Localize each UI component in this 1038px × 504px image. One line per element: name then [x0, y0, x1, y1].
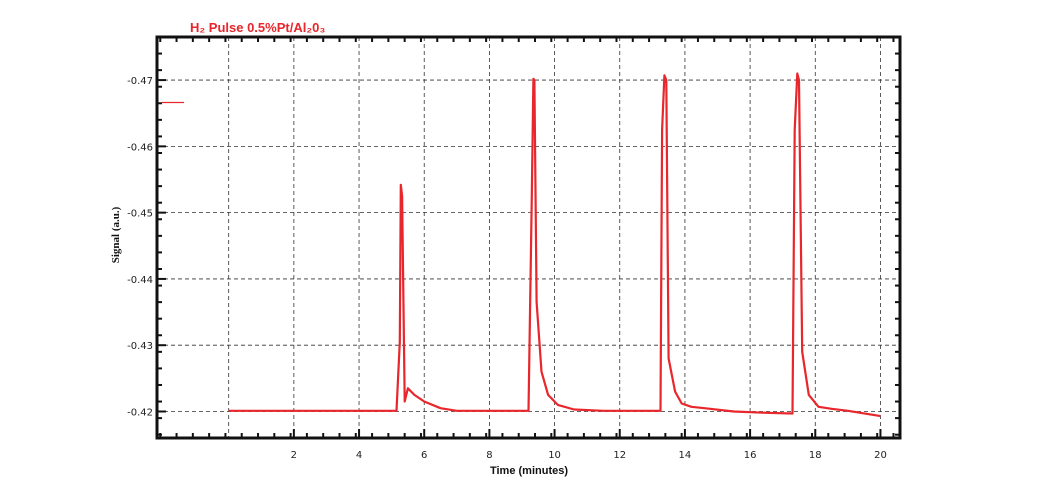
x-tick-label: 10	[548, 450, 561, 461]
x-tick-label: 8	[486, 450, 492, 461]
x-tick-label: 14	[679, 450, 692, 461]
minor-ticks	[157, 37, 900, 438]
x-tick-label: 12	[613, 450, 626, 461]
x-tick-label: 2	[291, 450, 297, 461]
series-group	[228, 72, 881, 418]
y-tick-label: -0.44	[127, 275, 153, 286]
x-tick-label: 6	[421, 450, 427, 461]
y-axis: -0.42 -0.43 -0.44 -0.45 -0.46 -0.47	[127, 76, 166, 418]
y-axis-title: Signal (a.u.)	[110, 206, 122, 263]
plot-border	[155, 35, 902, 440]
y-tick-label: -0.45	[127, 209, 153, 220]
y-tick-label: -0.42	[127, 407, 153, 418]
chart-title: H₂ Pulse 0.5%Pt/Al₂0₃	[190, 20, 325, 35]
x-tick-label: 4	[356, 450, 362, 461]
y-tick-label: -0.43	[127, 341, 153, 352]
plot-frame	[155, 35, 902, 440]
x-tick-label: 20	[874, 450, 887, 461]
x-axis-title: Time (minutes)	[490, 465, 568, 477]
x-tick-label: 16	[744, 450, 757, 461]
y-tick-label: -0.46	[127, 142, 153, 153]
series-line	[228, 72, 881, 418]
y-tick-label: -0.47	[127, 76, 153, 87]
x-tick-label: 18	[809, 450, 822, 461]
x-axis: 2 4 6 8 10 12 14 16 18 20	[291, 429, 887, 461]
